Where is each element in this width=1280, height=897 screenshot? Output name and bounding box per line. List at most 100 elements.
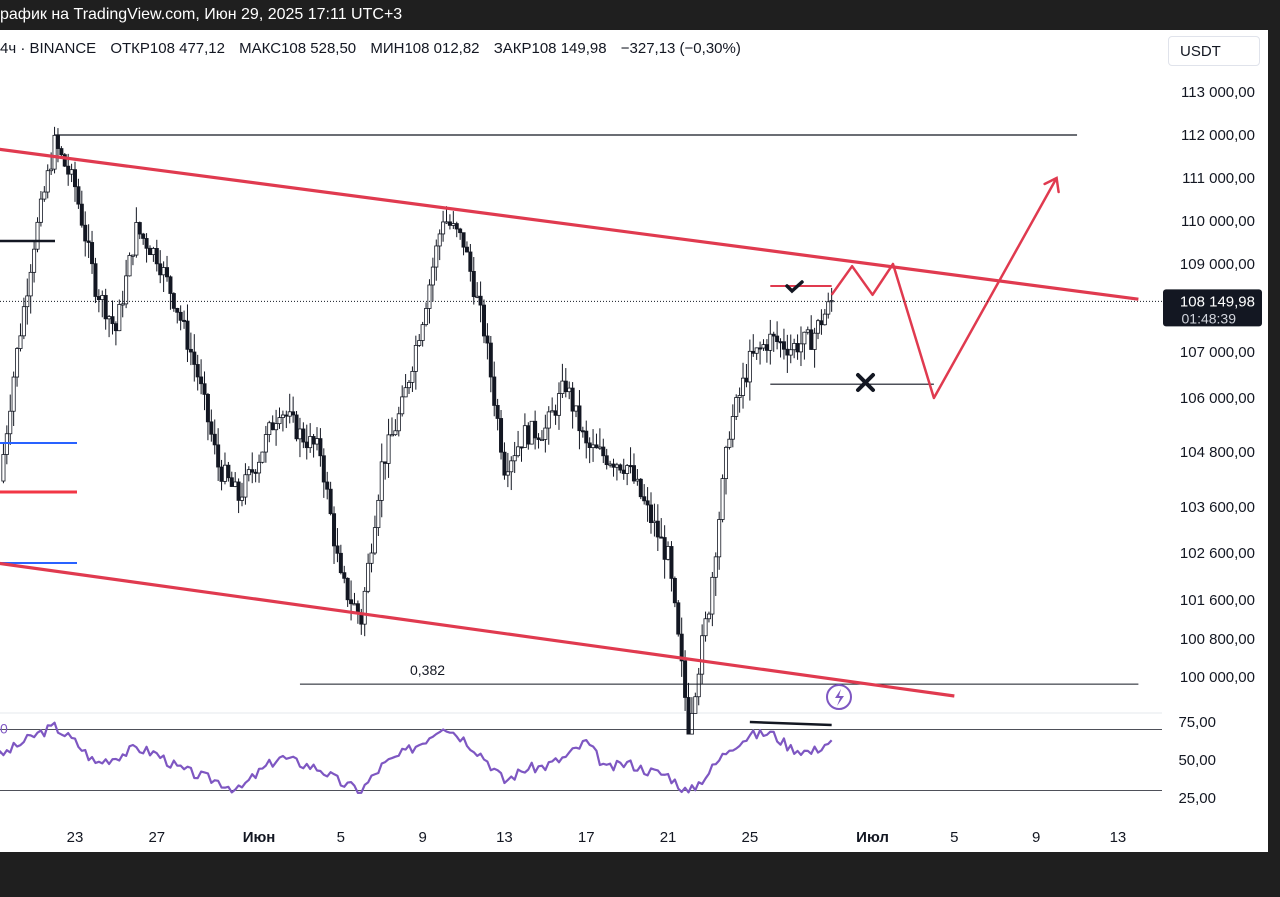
candle-body — [761, 344, 766, 349]
candle-body — [366, 562, 371, 592]
candle-body — [335, 545, 340, 554]
candle-body — [526, 425, 531, 445]
candle-body — [591, 444, 596, 449]
candle-body — [73, 169, 78, 188]
currency-button[interactable]: USDT — [1168, 36, 1260, 66]
chart-svg[interactable]: 0,382 113 000,00 112 000,00 111 000,00 110 … — [0, 30, 1268, 852]
rsi-partial-label: 0 — [0, 721, 8, 737]
candle-body — [79, 203, 84, 226]
candle-body — [550, 410, 555, 413]
candle-body — [274, 423, 279, 431]
candle-body — [297, 428, 302, 440]
candle-body — [751, 350, 756, 354]
candle-body — [83, 224, 88, 242]
candle-body — [614, 464, 619, 468]
candle-body — [277, 417, 282, 425]
candle-body — [202, 383, 207, 395]
price-tick-label: 111 000,00 — [1182, 170, 1255, 187]
candle-body — [263, 434, 268, 453]
candle-body — [45, 170, 50, 193]
price-tick-label: 102 600,00 — [1180, 545, 1255, 562]
candle-body — [666, 546, 671, 560]
last-price-tag — [1163, 289, 1262, 327]
channel-upper-line[interactable] — [0, 135, 1139, 301]
window-title: рафик на TradingView.com, Июн 29, 2025 1… — [0, 6, 403, 23]
candle-body — [481, 304, 486, 337]
legend-close-label: ЗАКР — [493, 40, 532, 57]
candle-body — [754, 347, 759, 354]
candle-body — [147, 247, 152, 256]
candle-body — [812, 332, 817, 350]
candle-body — [393, 430, 398, 436]
legend-high-value: 108 528,50 — [281, 40, 357, 57]
candle-body — [205, 393, 210, 423]
candle-body — [233, 481, 238, 487]
candle-body — [103, 295, 108, 320]
candle-body — [631, 465, 636, 482]
candle-body — [386, 434, 391, 464]
candle-body — [342, 572, 347, 579]
candle-body — [93, 263, 98, 297]
candle-body — [580, 430, 585, 433]
candle-body — [32, 248, 37, 273]
candle-body — [250, 469, 255, 473]
lightning-glyph-icon — [835, 689, 844, 706]
candle-body — [113, 323, 118, 332]
candle-body — [396, 413, 401, 432]
candle-body — [778, 341, 783, 344]
candle-body — [352, 603, 357, 606]
candle-body — [529, 420, 534, 445]
candle-body — [270, 422, 275, 431]
candle-body — [376, 499, 381, 529]
candle-body — [96, 296, 101, 300]
candle-body — [730, 416, 735, 440]
legend-change: −327,13 (−0,30%) — [620, 40, 741, 57]
candle-body — [710, 576, 715, 615]
candle-body — [110, 316, 115, 325]
candle-body — [137, 222, 142, 235]
candle-body — [151, 248, 156, 256]
candle-body — [161, 267, 166, 276]
candle-body — [1, 454, 6, 482]
candle-body — [185, 320, 190, 350]
symbol-legend: 4ч · BINANCE ОТКР108 477,12 МАКС108 528,… — [0, 40, 741, 57]
candle-body — [158, 263, 163, 276]
candle-body — [567, 387, 572, 393]
candle-body — [826, 301, 831, 315]
candle-body — [222, 464, 227, 482]
candle-body — [291, 411, 296, 416]
candle-body — [410, 370, 415, 383]
price-tick-label: 110 000,00 — [1181, 213, 1255, 230]
candle-body — [144, 238, 149, 249]
channel-lower-line[interactable] — [0, 548, 955, 698]
chart-panel[interactable]: 4ч · BINANCE ОТКР108 477,12 МАКС108 528,… — [0, 30, 1268, 852]
candle-body — [130, 254, 135, 257]
legend-low-value: 108 012,82 — [404, 40, 480, 57]
candle-body — [175, 307, 180, 313]
candle-body — [188, 348, 193, 353]
candle-body — [165, 267, 170, 278]
candle-body — [618, 464, 623, 471]
forecast-path[interactable] — [830, 177, 1058, 400]
rsi-line[interactable] — [0, 721, 833, 795]
rsi-divergence-line[interactable] — [749, 720, 832, 727]
price-tick-label: 107 000,00 — [1180, 344, 1255, 361]
candle-body — [468, 251, 473, 272]
window-title-bar: рафик на TradingView.com, Июн 29, 2025 1… — [0, 0, 1280, 30]
candle-body — [809, 329, 814, 350]
candle-body — [400, 396, 405, 415]
candle-body — [304, 441, 309, 449]
candle-body — [216, 444, 221, 468]
candle-body — [321, 455, 326, 483]
candle-body — [471, 271, 476, 298]
candle-body — [100, 295, 105, 300]
bar-countdown: 01:48:39 — [1182, 310, 1237, 326]
candle-body — [741, 377, 746, 396]
candle-body — [219, 466, 224, 482]
candle-body — [437, 233, 442, 247]
candle-body — [662, 537, 667, 560]
candle-body — [706, 613, 711, 620]
candle-body — [649, 504, 654, 524]
candle-body — [737, 395, 742, 398]
candle-body — [427, 284, 432, 309]
